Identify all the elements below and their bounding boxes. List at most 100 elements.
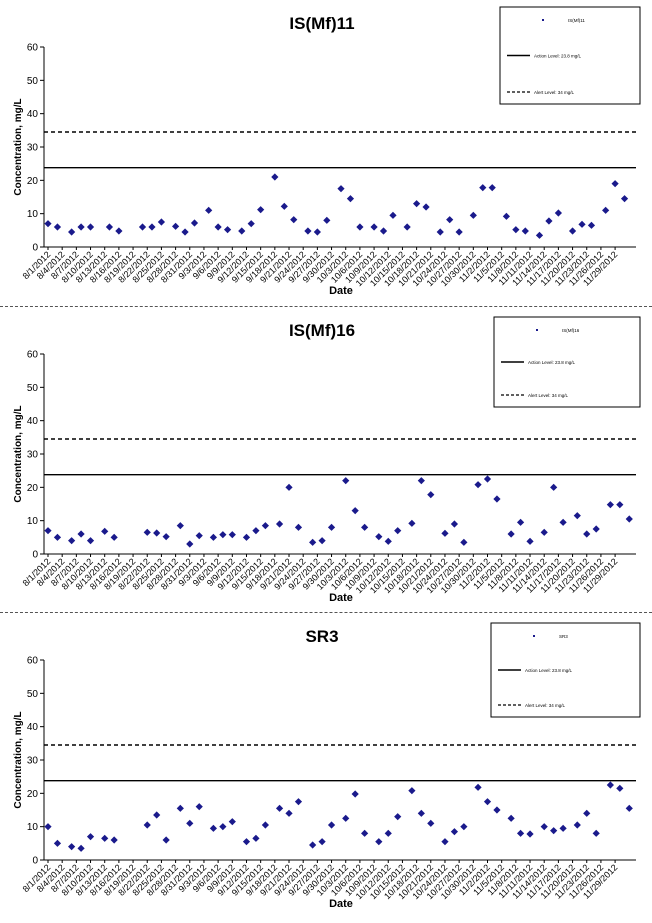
data-point (446, 216, 454, 224)
data-point (559, 518, 567, 526)
y-tick-label: 40 (27, 416, 39, 427)
y-tick-label: 60 (27, 350, 39, 361)
data-point (318, 838, 326, 846)
data-point (342, 477, 350, 485)
y-tick-label: 20 (27, 176, 39, 187)
data-point (526, 830, 534, 838)
data-point (53, 533, 62, 541)
data-point (304, 227, 312, 235)
legend-label: IS(Mf)11 (568, 18, 585, 23)
panel-divider (0, 306, 652, 307)
data-point (356, 223, 364, 231)
x-axis-title: Date (329, 285, 353, 297)
data-point (422, 203, 430, 211)
data-point (261, 821, 269, 829)
legend-marker (536, 329, 538, 331)
data-point (417, 809, 425, 817)
y-tick-label: 50 (27, 383, 39, 394)
data-point (176, 522, 184, 530)
data-point (162, 533, 170, 541)
data-point (417, 477, 425, 485)
chart-title: IS(Mf)16 (289, 321, 355, 340)
data-point (77, 844, 85, 852)
data-point (436, 228, 444, 236)
data-point (550, 483, 558, 491)
data-point (153, 811, 161, 819)
data-point (384, 829, 392, 837)
data-point (602, 206, 610, 214)
y-tick-label: 10 (27, 516, 39, 527)
data-point (568, 227, 577, 235)
data-point (101, 834, 109, 842)
data-point (110, 836, 118, 844)
data-point (342, 814, 350, 822)
legend-label: IS(Mf)16 (562, 328, 580, 333)
data-point (606, 781, 614, 789)
data-point (86, 223, 95, 231)
data-point (583, 809, 591, 817)
data-point (460, 823, 468, 831)
data-point (545, 217, 553, 225)
data-point (620, 195, 629, 203)
data-point (44, 220, 52, 228)
data-point (493, 495, 501, 503)
y-tick-label: 0 (32, 856, 38, 867)
data-point (252, 834, 260, 842)
data-point (242, 838, 251, 846)
data-point (611, 180, 619, 188)
chart-is-mf-16: IS(Mf)16 0 10 20 30 40 50 60 Concentration, mg/L… (13, 316, 641, 604)
data-point (68, 537, 76, 545)
y-tick-label: 50 (27, 689, 39, 700)
data-point (384, 537, 392, 545)
data-point (53, 223, 62, 231)
data-point (153, 529, 161, 537)
data-point (77, 530, 85, 538)
data-point (86, 833, 95, 841)
data-point (389, 211, 397, 219)
data-point (427, 491, 435, 499)
data-point (554, 209, 562, 217)
data-point (44, 527, 52, 535)
data-point (205, 206, 213, 214)
chart-panel-1: IS(Mf)11 0 10 20 30 40 50 60 Concentration, mg/L… (0, 0, 652, 306)
data-point (285, 809, 293, 817)
data-point (469, 211, 477, 219)
data-point (375, 533, 383, 541)
data-point (488, 184, 496, 192)
data-point (479, 184, 487, 192)
data-point (483, 798, 492, 806)
data-point (394, 527, 402, 535)
data-point (394, 813, 402, 821)
data-point (361, 829, 369, 837)
legend-label: Action Level: 23.8 mg/L (534, 54, 582, 59)
chart-is-mf-11: IS(Mf)11 0 10 20 30 40 50 60 Concentration, mg/L… (13, 6, 641, 297)
data-point (573, 821, 581, 829)
data-point (474, 783, 482, 791)
data-point (271, 173, 279, 181)
data-point (427, 819, 435, 827)
data-point (138, 223, 147, 231)
y-tick-label: 30 (27, 143, 39, 154)
data-point (157, 218, 166, 226)
y-axis-title: Concentration, mg/L (13, 711, 24, 808)
data-point (313, 228, 321, 236)
y-axis-title: Concentration, mg/L (13, 405, 24, 502)
data-point (441, 529, 449, 537)
data-point (44, 823, 52, 831)
data-point (318, 537, 326, 545)
data-point (143, 821, 151, 829)
data-point (261, 522, 269, 530)
data-point (290, 216, 298, 224)
data-point (101, 527, 109, 535)
data-point (209, 824, 218, 832)
data-point (526, 537, 534, 545)
data-point (252, 527, 260, 535)
data-point (247, 220, 255, 228)
legend-label: Action Level: 23.8 mg/L (528, 360, 576, 365)
y-tick-label: 20 (27, 789, 39, 800)
y-tick-label: 30 (27, 450, 39, 461)
data-point (540, 528, 548, 536)
legend-label: Alert Level: 34 mg/L (525, 703, 566, 708)
data-point (578, 220, 586, 228)
data-point (413, 200, 421, 208)
